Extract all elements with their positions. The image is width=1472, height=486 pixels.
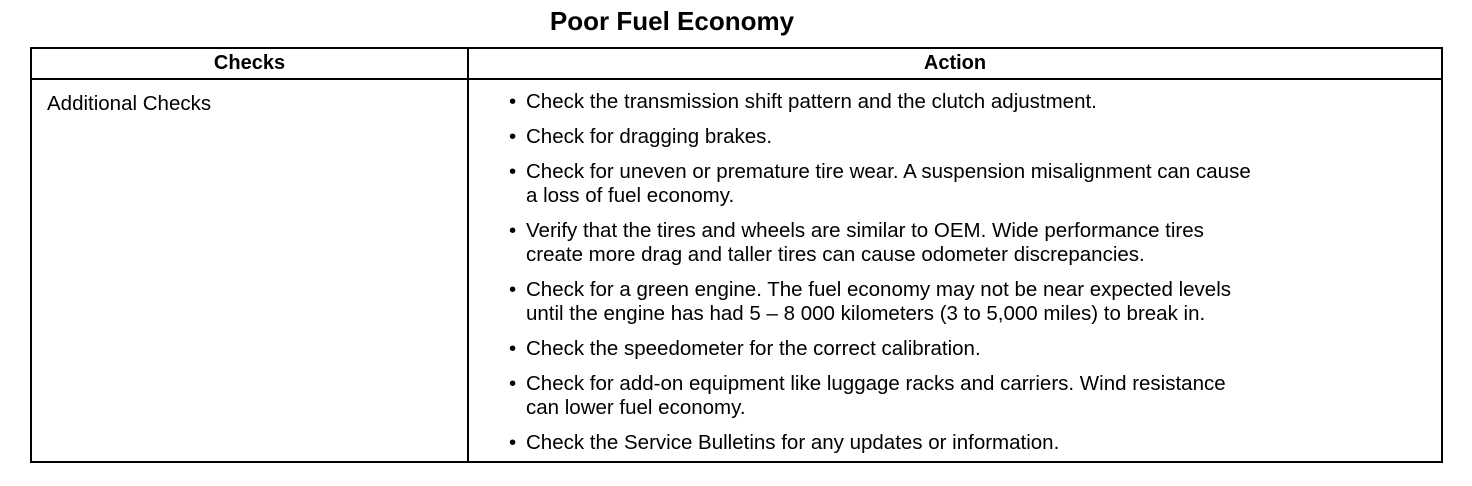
action-text-line: Check for uneven or premature tire wear.… [526, 160, 1251, 183]
bullet-icon: • [509, 90, 517, 113]
checks-cell: Additional Checks [30, 79, 469, 462]
page-title: Poor Fuel Economy [549, 6, 795, 36]
action-item: • Verify that the tires and wheels are si… [509, 219, 1441, 267]
action-item: • Check the transmission shift pattern an… [509, 90, 1441, 114]
action-text-line: Check for a green engine. The fuel econo… [526, 278, 1232, 301]
action-text-line: Check the Service Bulletins for any upda… [526, 431, 1060, 454]
bullet-icon: • [509, 160, 517, 183]
poor-fuel-economy-table: Checks Action Additional Checks • Check t… [30, 47, 1443, 463]
action-text-line: Check the speedometer for the correct ca… [526, 337, 981, 360]
action-item: • Check the Service Bulletins for any upd… [509, 431, 1441, 455]
table-row: Additional Checks • Check the transmissio… [30, 79, 1443, 462]
action-text-line: can lower fuel economy. [526, 396, 746, 419]
action-item: • Check for a green engine. The fuel econ… [509, 278, 1441, 326]
bullet-icon: • [509, 372, 517, 395]
action-text-line: Check the transmission shift pattern and… [526, 90, 1097, 113]
bullet-icon: • [509, 431, 517, 454]
action-text-line: Check for add-on equipment like luggage … [526, 372, 1226, 395]
action-text-line: a loss of fuel economy. [526, 184, 735, 207]
column-header-checks: Checks [30, 47, 469, 80]
action-item: • Check for add-on equipment like luggage… [509, 372, 1441, 420]
action-text-line: Check for dragging brakes. [526, 125, 773, 148]
action-cell: • Check the transmission shift pattern an… [467, 79, 1443, 462]
column-header-action: Action [467, 47, 1443, 80]
bullet-icon: • [509, 219, 517, 242]
action-text-line: Verify that the tires and wheels are sim… [526, 219, 1204, 242]
action-text-line: create more drag and taller tires can ca… [526, 243, 1145, 266]
bullet-icon: • [509, 337, 517, 360]
action-item: • Check the speedometer for the correct c… [509, 337, 1441, 361]
action-list: • Check the transmission shift pattern an… [509, 90, 1441, 455]
action-item: • Check for dragging brakes. [509, 125, 1441, 149]
action-text-line: until the engine has had 5 – 8 000 kilom… [526, 302, 1206, 325]
bullet-icon: • [509, 125, 517, 148]
table-header-row: Checks Action [30, 47, 1443, 80]
action-item: • Check for uneven or premature tire wear… [509, 160, 1441, 208]
bullet-icon: • [509, 278, 517, 301]
